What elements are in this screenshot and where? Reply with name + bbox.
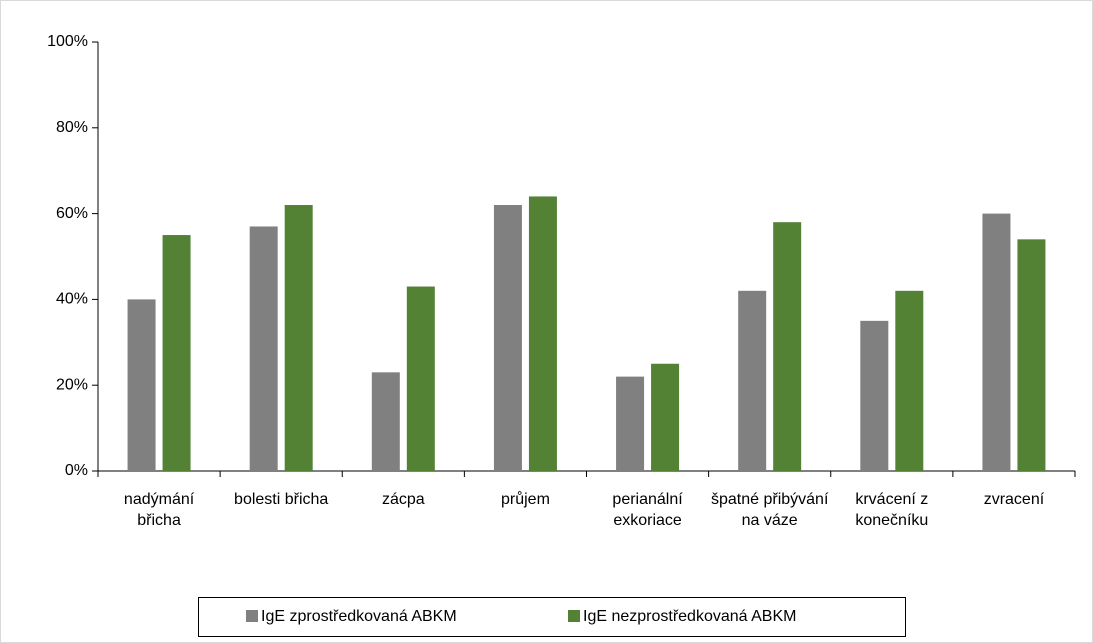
x-tick-label: průjem	[500, 491, 550, 508]
bar	[249, 226, 278, 471]
x-tick-label: krvácení z konečníku	[855, 491, 929, 529]
legend-label: IgE nezprostředkovaná ABKM	[583, 608, 796, 625]
y-tick-label: 40%	[56, 291, 88, 308]
y-tick-label: 80%	[56, 119, 88, 136]
legend-label: IgE zprostředkovaná ABKM	[261, 608, 457, 625]
legend-swatch	[246, 610, 258, 622]
x-tick-label: nadýmání břicha	[123, 491, 195, 529]
y-tick-label: 0%	[65, 462, 88, 479]
bar	[127, 299, 156, 471]
bar	[773, 222, 802, 471]
y-tick-label: 60%	[56, 205, 88, 222]
x-tick-label: bolesti břicha	[234, 491, 329, 508]
bar	[406, 286, 435, 471]
x-tick-label: špatné přibývání na váze	[710, 491, 829, 529]
x-tick-label: perianální exkoriace	[612, 491, 683, 529]
bar	[371, 372, 400, 471]
x-tick-label: zácpa	[381, 491, 425, 508]
legend-swatch	[568, 610, 580, 622]
bar	[738, 290, 767, 471]
x-tick-label: zvracení	[983, 491, 1045, 508]
bar	[284, 205, 313, 471]
bar	[616, 376, 645, 471]
y-tick-label: 20%	[56, 376, 88, 393]
bar	[895, 290, 924, 471]
bar	[162, 235, 191, 471]
y-tick-label: 100%	[47, 33, 88, 50]
bar	[860, 320, 889, 471]
bar	[982, 213, 1011, 471]
legend-box	[198, 597, 906, 637]
bar	[1017, 239, 1046, 471]
bar	[528, 196, 557, 471]
bar	[651, 363, 680, 471]
bar	[493, 205, 522, 471]
